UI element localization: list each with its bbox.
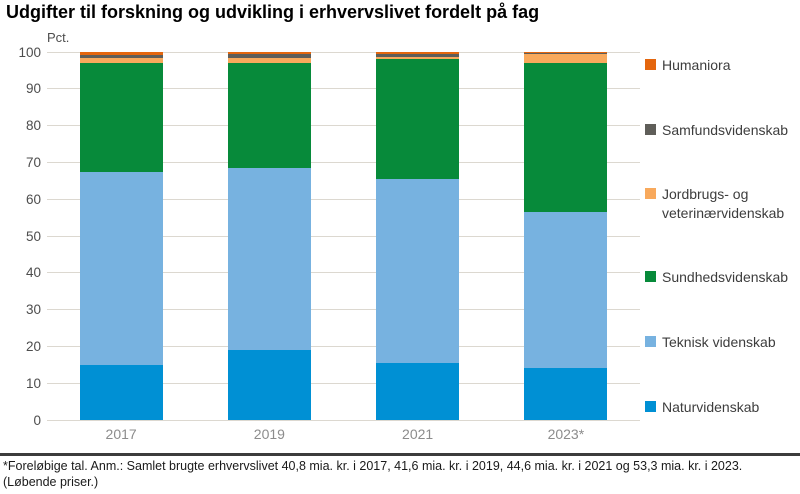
y-tick-label-80: 80 — [25, 118, 41, 134]
gridline-y-20 — [47, 345, 640, 347]
bar-segment-jordbrugs-[interactable] — [376, 56, 460, 60]
legend-label: Humaniora — [662, 57, 731, 73]
x-tick-label-2019: 2019 — [253, 426, 285, 442]
y-tick-label-100: 100 — [18, 44, 41, 60]
stacked-bar-2017[interactable] — [79, 52, 163, 420]
bar-segment-sundhedsvidenskab[interactable] — [524, 63, 608, 213]
footnote-text: *Foreløbige tal. Anm.: Samlet brugte erh… — [3, 459, 743, 489]
y-tick-label-40: 40 — [25, 265, 41, 281]
legend-label: Samfundsvidenskab — [662, 121, 789, 138]
legend-label: Sundhedsvidenskab — [662, 269, 789, 286]
x-tick-label-2017: 2017 — [105, 426, 137, 442]
y-tick-label-10: 10 — [25, 375, 41, 391]
legend-swatch-icon — [645, 188, 656, 200]
y-tick-label-70: 70 — [25, 154, 41, 170]
bar-segment-humaniora[interactable] — [376, 52, 460, 54]
legend-item-sundhedsvidenskab: Sundhedsvidenskab — [645, 268, 797, 286]
bar-segment-samfundsvidenskab[interactable] — [376, 53, 460, 57]
y-tick-label-20: 20 — [25, 338, 41, 354]
gridline-y-80 — [47, 125, 640, 127]
bar-segment-samfundsvidenskab[interactable] — [79, 54, 163, 59]
bar-segment-samfundsvidenskab[interactable] — [524, 53, 608, 54]
x-tick-label-2023: 2023* — [547, 426, 585, 442]
legend-swatch-icon — [645, 59, 656, 70]
bar-segment-humaniora[interactable] — [79, 52, 163, 55]
legend-swatch-icon — [645, 271, 656, 283]
bar-segment-teknisk[interactable] — [376, 178, 460, 363]
bar-segment-naturvidenskab[interactable] — [227, 350, 311, 420]
plot-area: 0 10 20 30 40 50 60 70 80 90 100 2017 2019 2021 2023* — [18, 45, 640, 442]
bar-segment-sundhedsvidenskab[interactable] — [376, 59, 460, 179]
legend-label: Naturvidenskab — [662, 398, 760, 415]
y-tick-label-90: 90 — [25, 81, 41, 97]
bar-segment-naturvidenskab[interactable] — [524, 368, 608, 420]
legend-item-jordbrugs-: Jordbrugs- og veterinærvidenskab — [645, 185, 797, 221]
y-tick-label-0: 0 — [33, 412, 41, 428]
bar-segment-teknisk[interactable] — [524, 212, 608, 369]
gridline-y-60 — [47, 198, 640, 200]
legend-swatch-icon — [645, 336, 656, 348]
bar-segment-teknisk[interactable] — [227, 167, 311, 351]
legend-label: Jordbrugs- og veterinærvidenskab — [662, 186, 785, 221]
gridline-y-0 — [47, 419, 640, 421]
gridline-y-90 — [47, 88, 640, 90]
chart-title: Udgifter til forskning og udvikling i er… — [6, 2, 540, 22]
legend-label: Teknisk videnskab — [662, 334, 776, 351]
bar-segment-sundhedsvidenskab[interactable] — [227, 62, 311, 168]
bar-segment-humaniora[interactable] — [227, 52, 311, 54]
gridline-y-50 — [47, 235, 640, 237]
gridline-y-40 — [47, 272, 640, 274]
legend-swatch-icon — [645, 400, 656, 412]
gridline-y-100 — [47, 51, 640, 53]
legend-item-teknisk: Teknisk videnskab — [645, 333, 797, 351]
legend-swatch-icon — [645, 123, 656, 135]
bar-segment-naturvidenskab[interactable] — [376, 362, 460, 420]
bar-segment-sundhedsvidenskab[interactable] — [79, 63, 163, 172]
bar-segment-jordbrugs-[interactable] — [227, 57, 311, 63]
stacked-bar-2023[interactable] — [524, 52, 608, 420]
gridline-y-10 — [47, 382, 640, 384]
bar-segment-jordbrugs-[interactable] — [79, 58, 163, 64]
legend-item-naturvidenskab: Naturvidenskab — [645, 398, 797, 416]
gridline-y-30 — [47, 309, 640, 311]
y-tick-label-60: 60 — [25, 191, 41, 207]
legend: Humaniora Samfundsvidenskab Jordbrugs- og … — [645, 56, 797, 416]
bar-segment-teknisk[interactable] — [79, 171, 163, 365]
y-axis-unit-label: Pct. — [47, 30, 70, 45]
stacked-bar-2019[interactable] — [227, 52, 311, 420]
stacked-bar-2021[interactable] — [376, 52, 460, 420]
y-tick-label-50: 50 — [25, 228, 41, 244]
footnote-divider — [0, 453, 800, 456]
bar-segment-jordbrugs-[interactable] — [524, 53, 608, 64]
y-tick-label-30: 30 — [25, 302, 41, 318]
bar-segment-humaniora[interactable] — [524, 52, 608, 54]
bar-segment-samfundsvidenskab[interactable] — [227, 53, 311, 58]
legend-item-humaniora: Humaniora — [645, 56, 797, 74]
bar-segment-naturvidenskab[interactable] — [79, 364, 163, 420]
x-tick-label-2021: 2021 — [402, 426, 434, 442]
legend-item-samfundsvidenskab: Samfundsvidenskab — [645, 121, 797, 139]
gridline-y-70 — [47, 161, 640, 163]
